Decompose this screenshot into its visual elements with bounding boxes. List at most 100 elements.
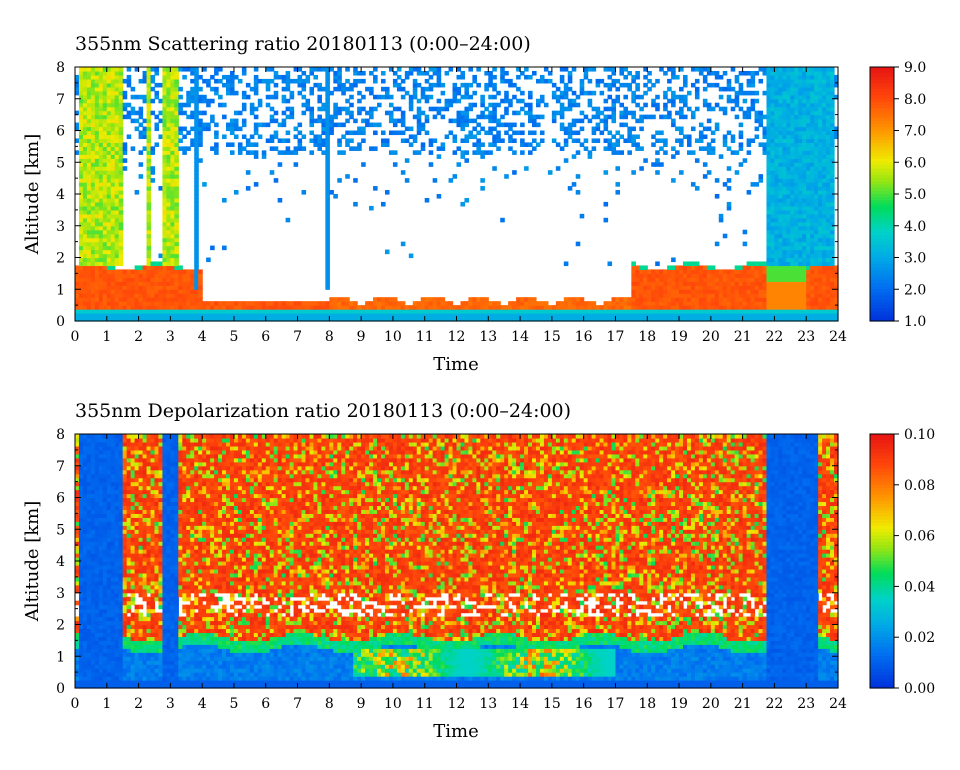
- heatmap-cell: [329, 313, 334, 318]
- heatmap-cell: [313, 67, 319, 72]
- heatmap-cell: [98, 154, 104, 159]
- heatmap-cell: [476, 142, 481, 147]
- heatmap-cell: [702, 67, 708, 72]
- heatmap-cell: [162, 130, 167, 136]
- heatmap-cell: [559, 122, 565, 128]
- heatmap-cell: [806, 126, 811, 132]
- heatmap-cell: [428, 162, 434, 167]
- heatmap-cell: [766, 209, 772, 215]
- heatmap-cell: [579, 126, 585, 132]
- heatmap-cell: [464, 309, 470, 314]
- heatmap-cell: [404, 90, 410, 96]
- heatmap-cell: [794, 150, 799, 155]
- heatmap-cell: [806, 122, 811, 128]
- heatmap-cell: [154, 142, 160, 147]
- heatmap-cell: [126, 134, 132, 140]
- heatmap-cell: [766, 98, 772, 104]
- heatmap-cell: [206, 305, 211, 310]
- heatmap-cell: [782, 154, 787, 159]
- heatmap-cell: [822, 313, 827, 318]
- heatmap-cell: [190, 98, 195, 104]
- heatmap-cell: [162, 194, 167, 199]
- heatmap-cell: [738, 130, 744, 136]
- heatmap-cell: [774, 170, 779, 175]
- heatmap-cell: [770, 78, 776, 84]
- heatmap-cell: [321, 150, 326, 155]
- heatmap-cell: [114, 261, 120, 267]
- heatmap-cell: [706, 317, 712, 322]
- heatmap-cell: [86, 186, 92, 191]
- heatmap-cell: [675, 293, 680, 298]
- heatmap-cell: [229, 301, 235, 306]
- heatmap-cell: [341, 297, 346, 302]
- heatmap-cell: [317, 317, 322, 322]
- heatmap-cell: [734, 74, 740, 80]
- heatmap-cell: [834, 277, 839, 282]
- heatmap-cell: [794, 313, 799, 318]
- heatmap-cell: [770, 138, 776, 144]
- heatmap-cell: [146, 70, 152, 76]
- heatmap-cell: [333, 313, 338, 318]
- heatmap-cell: [118, 170, 124, 175]
- heatmap-cell: [778, 138, 783, 144]
- heatmap-cell: [194, 67, 199, 72]
- heatmap-cell: [325, 94, 330, 100]
- heatmap-cell: [325, 194, 330, 199]
- heatmap-cell: [476, 309, 481, 314]
- heatmap-cell: [802, 221, 807, 227]
- heatmap-cell: [198, 281, 203, 286]
- heatmap-cell: [742, 301, 748, 306]
- heatmap-cell: [380, 313, 386, 318]
- heatmap-cell: [440, 114, 446, 120]
- heatmap-cell: [492, 142, 497, 147]
- heatmap-cell: [194, 186, 199, 191]
- heatmap-cell: [325, 174, 330, 179]
- heatmap-cell: [166, 162, 171, 167]
- heatmap-cell: [647, 269, 652, 274]
- heatmap-cell: [754, 98, 760, 104]
- heatmap-cell: [830, 213, 835, 219]
- heatmap-cell: [750, 70, 756, 76]
- heatmap-cell: [810, 285, 815, 290]
- heatmap-cell: [655, 289, 660, 294]
- heatmap-cell: [412, 134, 418, 140]
- heatmap-cell: [122, 297, 128, 302]
- heatmap-cell: [166, 67, 171, 72]
- heatmap-cell: [122, 94, 128, 100]
- heatmap-cell: [317, 305, 322, 310]
- heatmap-cell: [774, 281, 779, 286]
- heatmap-cell: [110, 249, 116, 255]
- heatmap-cell: [583, 138, 589, 144]
- heatmap-cell: [806, 166, 811, 171]
- heatmap-cell: [786, 150, 791, 155]
- heatmap-cell: [651, 162, 656, 167]
- heatmap-cell: [321, 67, 326, 72]
- heatmap-cell: [369, 90, 374, 96]
- heatmap-cell: [369, 110, 374, 116]
- heatmap-cell: [587, 90, 593, 96]
- heatmap-cell: [98, 158, 104, 163]
- heatmap-cell: [198, 110, 203, 116]
- heatmap-cell: [826, 289, 831, 294]
- heatmap-cell: [98, 178, 104, 183]
- heatmap-cell: [349, 94, 354, 100]
- heatmap-cell: [766, 134, 772, 140]
- heatmap-cell: [595, 106, 601, 112]
- heatmap-cell: [190, 301, 195, 306]
- heatmap-cell: [643, 269, 648, 274]
- heatmap-cell: [90, 269, 96, 274]
- heatmap-cell: [142, 289, 148, 294]
- heatmap-cell: [698, 309, 704, 314]
- heatmap-cell: [114, 178, 120, 183]
- heatmap-cell: [734, 273, 740, 278]
- heatmap-cell: [162, 201, 167, 207]
- heatmap-cell: [814, 309, 819, 314]
- heatmap-cell: [782, 170, 787, 175]
- heatmap-cell: [222, 301, 227, 306]
- heatmap-cell: [774, 166, 779, 171]
- heatmap-cell: [170, 273, 175, 278]
- heatmap-cell: [778, 162, 783, 167]
- heatmap-cell: [146, 82, 152, 88]
- heatmap-cell: [818, 249, 823, 255]
- heatmap-cell: [460, 138, 466, 144]
